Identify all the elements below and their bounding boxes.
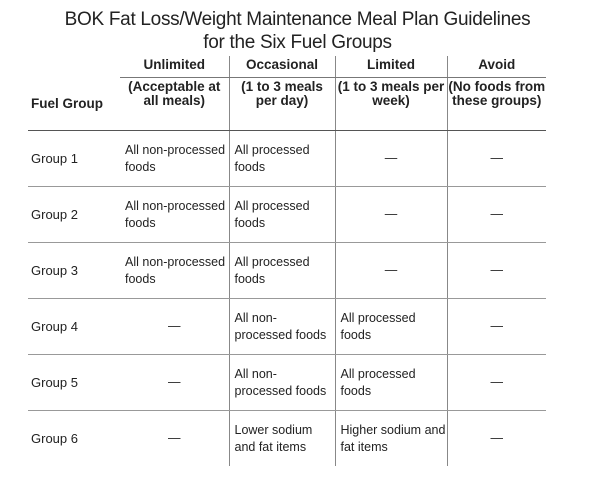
unlimited-cell: All non-processed foods — [120, 186, 229, 243]
avoid-cell: — — [490, 431, 504, 445]
table-row: Group 6 — Lower sodium and fat items Higher… — [28, 410, 546, 466]
avoid-cell: — — [447, 354, 546, 411]
limited-cell: All processed foods — [335, 354, 448, 411]
header-spacer — [28, 56, 120, 78]
header-limited: Limited — [335, 56, 448, 78]
limited-cell: — — [335, 130, 448, 187]
document-title-line-1: BOK Fat Loss/Weight Maintenance Meal Pla… — [64, 9, 531, 30]
unlimited-cell: — — [120, 354, 229, 411]
header-fuel-group: Fuel Group — [28, 77, 120, 131]
fuel-group-cell: Group 2 — [28, 186, 120, 243]
occasional-cell: All non-processed foods — [228, 298, 336, 355]
header-avoid-desc: (No foods from these groups) — [447, 77, 546, 131]
header-description-row: Fuel Group (Acceptable at all meals) (1 … — [28, 77, 546, 131]
limited-cell: Higher sodium and fat items — [335, 410, 448, 466]
header-unlimited-desc: (Acceptable at all meals) — [120, 77, 229, 131]
fuel-group-cell: Group 4 — [28, 298, 120, 355]
occasional-cell: All processed foods — [228, 242, 336, 299]
table-row: Group 5— All non-processed foods All proce… — [28, 354, 546, 411]
table-row: Group 1 All non-processed foods All proces… — [28, 130, 546, 187]
header-occasional: Occasional — [228, 56, 336, 78]
table-row: Group 3 All non-processed foods All proces… — [28, 242, 546, 299]
fuel-group-cell: Group 5 — [28, 354, 120, 411]
header-unlimited: Unlimited — [120, 56, 229, 78]
avoid-cell: — — [447, 298, 546, 355]
occasional-cell: All processed foods — [228, 130, 336, 187]
document-title-line-2: for the Six Fuel Groups — [203, 32, 392, 53]
avoid-cell: — — [447, 130, 546, 187]
header-limited-desc: (1 to 3 meals per week) — [335, 77, 448, 131]
header-category-row: Unlimited Occasional Limited Avoid — [28, 56, 546, 78]
limited-cell: — — [335, 242, 448, 299]
table-row: Group 2 All non-processed foods All proces… — [28, 186, 546, 243]
header-avoid: Avoid — [447, 56, 546, 78]
avoid-cell: — — [447, 242, 546, 299]
occasional-cell: Lower sodium and fat items — [228, 410, 336, 466]
fuel-group-cell: Group 1 — [28, 130, 120, 187]
limited-cell: All processed foods — [335, 298, 448, 355]
table-body: Group 1 All non-processed foods All proces… — [28, 130, 546, 466]
fuel-group-cell: Group 6 — [31, 431, 78, 446]
header-occasional-desc: (1 to 3 meals per day) — [228, 77, 336, 131]
occasional-cell: All non-processed foods — [228, 354, 336, 411]
unlimited-cell: — — [168, 431, 181, 445]
table-row: Group 4— All non-processed foods All proce… — [28, 298, 546, 355]
limited-cell: — — [335, 186, 448, 243]
fuel-group-cell: Group 3 — [28, 242, 120, 299]
unlimited-cell: — — [120, 298, 229, 355]
meal-plan-table: Unlimited Occasional Limited Avoid Fuel … — [28, 56, 546, 466]
avoid-cell: — — [447, 186, 546, 243]
occasional-cell: All processed foods — [228, 186, 336, 243]
unlimited-cell: All non-processed foods — [120, 242, 229, 299]
unlimited-cell: All non-processed foods — [120, 130, 229, 187]
